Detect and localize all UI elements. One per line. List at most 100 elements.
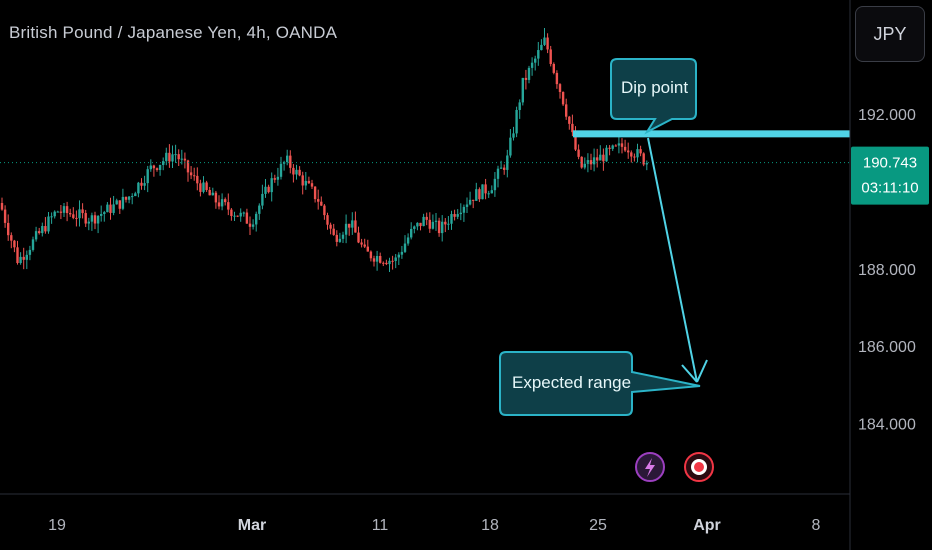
candle-body xyxy=(627,150,630,153)
candle-body xyxy=(583,163,586,168)
candle-body xyxy=(155,168,159,170)
lightning-icon[interactable] xyxy=(635,452,665,482)
candle-body xyxy=(406,237,410,244)
candle-body xyxy=(425,216,428,220)
candle-body xyxy=(112,204,115,213)
x-tick-label: Mar xyxy=(238,517,266,534)
candle-body xyxy=(44,226,47,232)
currency-button[interactable]: JPY xyxy=(855,6,925,62)
resistance-line[interactable] xyxy=(573,130,850,138)
candle-body xyxy=(481,184,484,200)
expected-range-callout[interactable]: Expected range xyxy=(499,351,701,416)
candle-body xyxy=(372,258,376,262)
x-tick-label: 18 xyxy=(481,517,499,534)
projection-arrow[interactable] xyxy=(647,137,708,383)
candle-body xyxy=(400,251,404,255)
x-axis: 19 Mar 11 18 25 Apr 8 xyxy=(48,517,820,534)
candle-body xyxy=(437,220,441,234)
candle-body xyxy=(571,123,574,133)
candle-body xyxy=(596,157,599,161)
candle-body xyxy=(403,243,407,252)
candle-body xyxy=(472,199,475,201)
candle-body xyxy=(0,203,4,210)
candle-body xyxy=(611,145,614,149)
current-price-label: 190.743 03:11:10 xyxy=(851,146,929,205)
candle-body xyxy=(214,192,218,203)
candle-body xyxy=(16,247,19,264)
dip-point-callout[interactable]: Dip point xyxy=(610,58,697,135)
candle-body xyxy=(106,204,109,213)
candle-body xyxy=(636,149,639,158)
candle-body xyxy=(639,149,642,154)
chart-title: British Pound / Japanese Yen, 4h, OANDA xyxy=(9,23,338,42)
candle-body xyxy=(382,262,385,264)
candle-body xyxy=(416,222,419,227)
candle-body xyxy=(230,209,233,217)
candle-body xyxy=(162,161,165,165)
candle-body xyxy=(602,154,605,162)
candle-body xyxy=(59,211,63,213)
candle-body xyxy=(134,193,137,197)
candle-body xyxy=(307,180,311,184)
candle-body xyxy=(465,204,469,207)
candle-body xyxy=(127,196,131,200)
candle-body xyxy=(323,205,326,216)
candle-body xyxy=(286,155,289,163)
candle-body xyxy=(47,216,50,232)
candle-body xyxy=(574,132,577,150)
candle-body xyxy=(41,226,44,234)
candle-body xyxy=(62,206,66,213)
candle-body xyxy=(202,182,205,192)
candle-body xyxy=(354,220,357,233)
candle-body xyxy=(475,189,478,201)
candle-body xyxy=(589,160,593,165)
candle-body xyxy=(233,215,236,217)
candle-body xyxy=(561,91,565,105)
y-tick-label: 186.000 xyxy=(858,339,916,356)
candle-body xyxy=(434,220,438,222)
candle-body xyxy=(25,254,28,260)
record-icon[interactable] xyxy=(684,452,714,482)
candle-body xyxy=(152,165,156,169)
candle-body xyxy=(220,199,224,207)
candle-body xyxy=(131,196,134,198)
candle-body xyxy=(496,168,500,179)
candle-body xyxy=(329,224,332,229)
candle-body xyxy=(65,206,69,214)
candle-body xyxy=(121,196,125,209)
candle-body xyxy=(171,154,174,162)
candle-body xyxy=(633,156,636,158)
candle-body xyxy=(487,193,490,195)
candle-body xyxy=(3,209,7,223)
candle-body xyxy=(369,251,373,259)
candle-body xyxy=(245,212,249,224)
candle-body xyxy=(255,213,258,225)
candle-body xyxy=(599,154,602,161)
candle-body xyxy=(447,223,450,225)
candle-body xyxy=(31,239,35,250)
candle-body xyxy=(224,199,227,203)
candle-body xyxy=(453,214,456,217)
candle-body xyxy=(279,163,283,177)
candle-body xyxy=(217,202,221,207)
candle-body xyxy=(515,109,518,134)
candle-body xyxy=(348,223,351,228)
candle-body xyxy=(366,246,369,252)
x-tick-label: 19 xyxy=(48,517,66,534)
candle-body xyxy=(227,202,230,210)
candle-body xyxy=(577,149,580,157)
y-tick-label: 192.000 xyxy=(858,107,916,124)
candle-body xyxy=(456,214,459,217)
candle-body xyxy=(103,212,106,214)
candle-body xyxy=(186,160,190,173)
candle-body xyxy=(468,199,472,205)
candle-body xyxy=(620,143,624,147)
candle-body xyxy=(555,72,559,85)
candle-body xyxy=(645,163,648,165)
candle-body xyxy=(462,206,466,213)
candle-body xyxy=(81,209,84,214)
candle-body xyxy=(341,234,345,239)
candle-body xyxy=(524,77,528,80)
y-axis: 192.000 188.000 186.000 184.000 xyxy=(858,107,916,434)
